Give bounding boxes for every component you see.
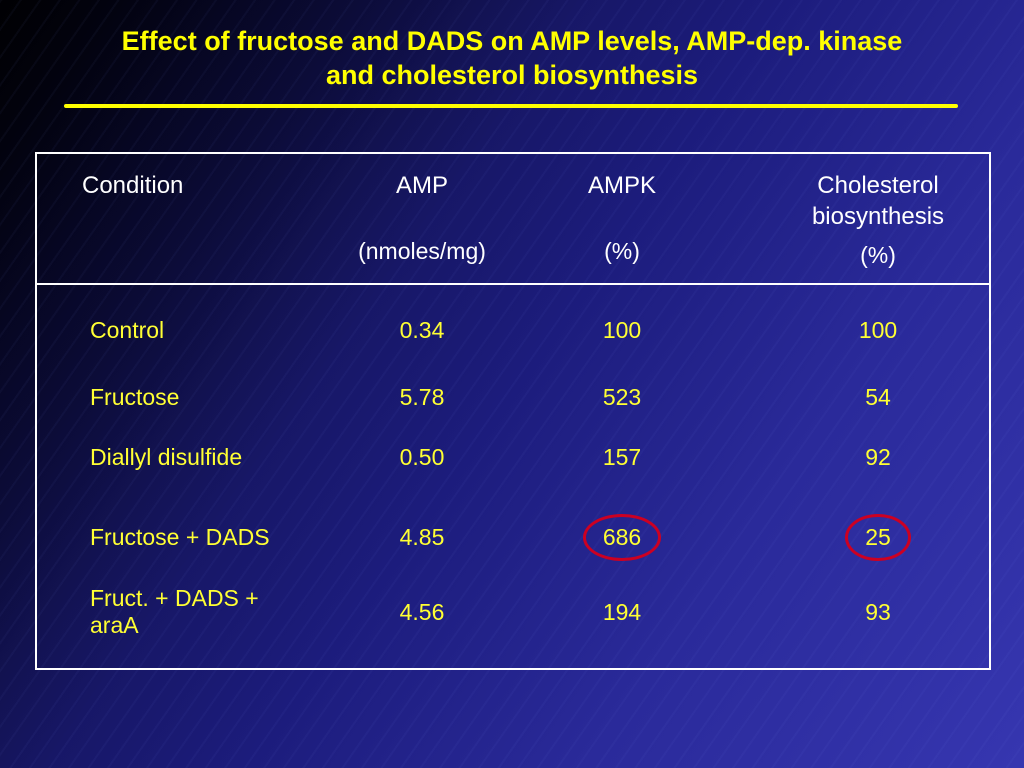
cell-cholesterol: 92	[865, 443, 891, 470]
cell-condition: Fructose	[90, 383, 180, 410]
cell-cholesterol: 25	[707, 513, 989, 561]
cell-value: 686	[602, 523, 642, 550]
header-cell-condition: Condition	[37, 154, 307, 283]
cell-ampk: 686	[537, 513, 707, 561]
header-unit-ampk: (%)	[604, 238, 640, 264]
cell-ampk: 100	[602, 316, 642, 343]
cell-amp: 4.56	[399, 598, 445, 625]
cell-amp: 5.78	[399, 383, 445, 410]
table-row-diallyl-disulfide: Diallyl disulfide 0.50 157 92	[37, 433, 989, 481]
header-label-cholesterol-line2: biosynthesis	[811, 203, 945, 230]
cell-cholesterol: 93	[865, 598, 891, 625]
cell-condition: Diallyl disulfide	[90, 443, 243, 470]
cell-ampk: 523	[602, 383, 642, 410]
header-label-cholesterol-line1: Cholesterol	[817, 172, 939, 199]
header-label-amp: AMP	[395, 172, 448, 199]
cell-cholesterol: 100	[858, 316, 898, 343]
header-label-cholesterol: Cholesterol biosynthesis	[767, 170, 989, 232]
cell-value: 25	[865, 523, 891, 550]
cell-amp: 0.50	[399, 443, 445, 470]
cell-cholesterol: 54	[865, 383, 891, 410]
cell-condition: Fruct. + DADS + araA	[90, 585, 259, 638]
table-row-fructose-dads: Fructose + DADS 4.85 686 25	[37, 513, 989, 561]
header-unit-amp: (nmoles/mg)	[358, 238, 486, 264]
cell-condition: Control	[90, 316, 165, 343]
red-circle-annotation: 25	[845, 513, 911, 561]
cell-amp: 0.34	[399, 316, 445, 343]
slide-title-line1: Effect of fructose and DADS on AMP level…	[121, 26, 903, 56]
title-underline	[64, 104, 958, 108]
header-unit-cholesterol: (%)	[860, 242, 896, 268]
cell-amp: 4.85	[399, 523, 445, 550]
header-label-ampk: AMPK	[587, 172, 656, 199]
slide-title: Effect of fructose and DADS on AMP level…	[0, 24, 1024, 92]
header-cell-ampk: AMPK (%)	[537, 154, 707, 283]
slide-title-line2: and cholesterol biosynthesis	[325, 60, 699, 90]
cell-ampk: 194	[602, 598, 642, 625]
data-table: Condition AMP (nmoles/mg) AMPK (%) Chole…	[35, 152, 991, 670]
cell-condition: Fructose + DADS	[90, 523, 270, 550]
cell-ampk: 157	[602, 443, 642, 470]
header-label-condition: Condition	[82, 172, 184, 199]
table-row-fructose: Fructose 5.78 523 54	[37, 373, 989, 421]
header-cell-cholesterol: Cholesterol biosynthesis (%)	[707, 154, 989, 283]
table-header: Condition AMP (nmoles/mg) AMPK (%) Chole…	[37, 154, 989, 285]
header-cell-amp: AMP (nmoles/mg)	[307, 154, 537, 283]
table-row-control: Control 0.34 100 100	[37, 306, 989, 354]
red-circle-annotation: 686	[582, 513, 662, 561]
table-row-fruct-dads-araa: Fruct. + DADS + araA 4.56 194 93	[37, 585, 989, 638]
